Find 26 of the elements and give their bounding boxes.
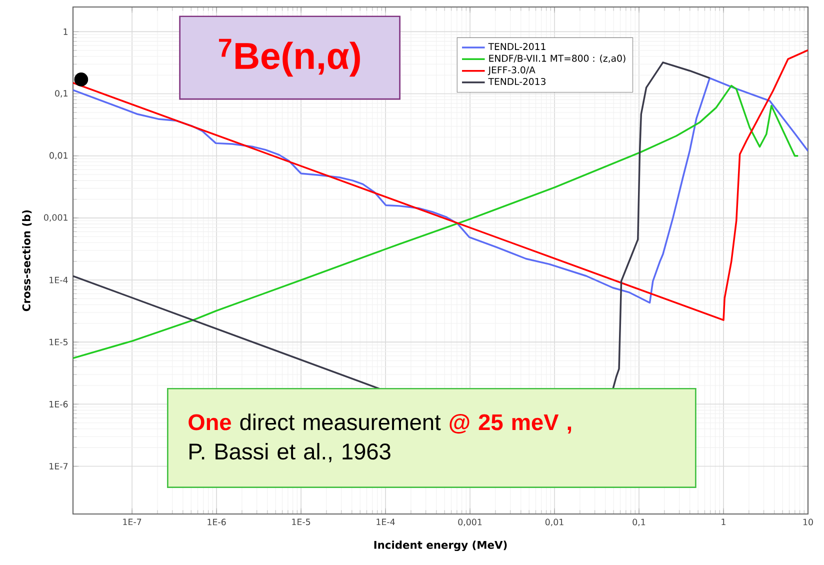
x-tick-label: 0,1 (632, 518, 646, 526)
y-tick-label: 1E-6 (50, 400, 68, 408)
x-tick-label: 0,01 (545, 518, 564, 526)
legend-label: JEFF-3.0/A (488, 66, 536, 76)
legend-label: TENDL-2011 (488, 43, 546, 50)
legend-label: ENDF/B-VII.1 MT=800 : (z,a0) (489, 54, 626, 63)
annotation: One direct measurement @ 25 meV , (188, 414, 572, 434)
y-tick-label: 1 (64, 28, 68, 35)
y-tick-label: 1E-5 (50, 338, 68, 346)
legend-label: TENDL-2013 (488, 78, 546, 86)
annotation: P. Bassi et al., 1963 (190, 442, 390, 462)
x-tick-label: 1E-7 (123, 518, 142, 526)
x-tick-label: 10 (803, 518, 813, 526)
x-tick-label: 1 (722, 518, 726, 526)
x-axis-title: Incident energy (MeV) (374, 540, 507, 552)
y-tick-label: 0,001 (44, 214, 68, 222)
text: $^{7}$Be(n,α) (218, 38, 360, 77)
x-tick-label: 1E-6 (208, 518, 226, 526)
y-tick-label: 1E-4 (50, 276, 68, 284)
x-tick-label: 1E-4 (376, 518, 395, 526)
x-tick-label: 1E-5 (292, 518, 310, 526)
x-tick-label: 0,001 (458, 518, 482, 526)
y-axis-title: Cross-section (b) (22, 210, 32, 312)
y-tick-label: 0,01 (50, 152, 68, 160)
y-tick-label: 0,1 (55, 90, 68, 98)
y-tick-label: 1E-7 (50, 463, 68, 470)
